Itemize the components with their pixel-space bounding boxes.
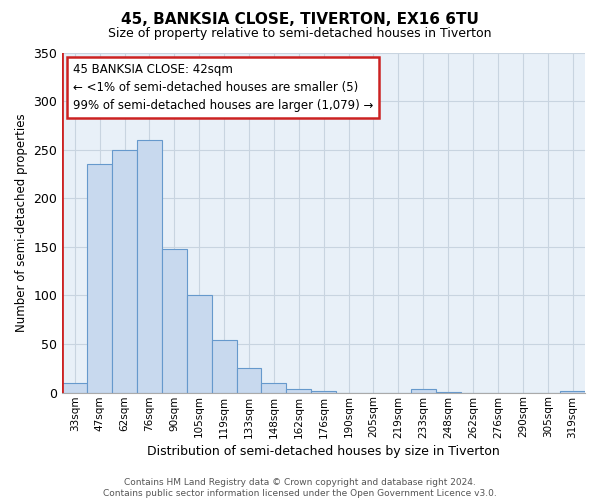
Bar: [112, 150, 137, 392]
Text: Size of property relative to semi-detached houses in Tiverton: Size of property relative to semi-detach…: [108, 28, 492, 40]
Bar: [286, 389, 311, 392]
Bar: [162, 249, 187, 392]
Text: 45, BANKSIA CLOSE, TIVERTON, EX16 6TU: 45, BANKSIA CLOSE, TIVERTON, EX16 6TU: [121, 12, 479, 28]
Bar: [236, 368, 262, 392]
Bar: [87, 164, 112, 392]
Bar: [137, 140, 162, 392]
Y-axis label: Number of semi-detached properties: Number of semi-detached properties: [15, 114, 28, 332]
Bar: [62, 383, 87, 392]
Text: Contains HM Land Registry data © Crown copyright and database right 2024.
Contai: Contains HM Land Registry data © Crown c…: [103, 478, 497, 498]
Bar: [187, 296, 212, 392]
Bar: [262, 383, 286, 392]
Bar: [311, 390, 336, 392]
Bar: [560, 390, 585, 392]
X-axis label: Distribution of semi-detached houses by size in Tiverton: Distribution of semi-detached houses by …: [147, 444, 500, 458]
Text: 45 BANKSIA CLOSE: 42sqm
← <1% of semi-detached houses are smaller (5)
99% of sem: 45 BANKSIA CLOSE: 42sqm ← <1% of semi-de…: [73, 62, 373, 112]
Bar: [212, 340, 236, 392]
Bar: [411, 389, 436, 392]
